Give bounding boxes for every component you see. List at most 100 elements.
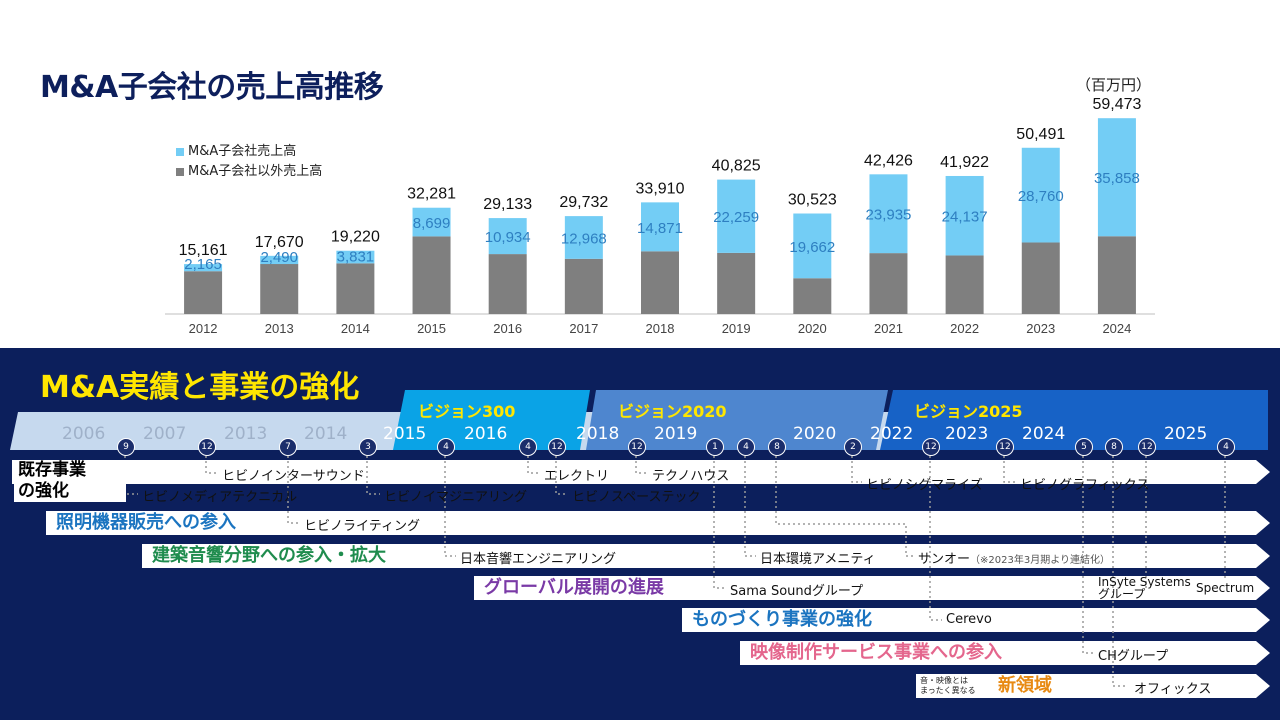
x-tick-label: 2020 [798, 321, 827, 336]
company-imagineering: ヒビノイマジニアリング [384, 490, 528, 505]
category-new: 新領域 [998, 675, 1052, 696]
year-2022: 2022 [870, 424, 914, 444]
segment-label: 23,935 [866, 207, 912, 224]
bar-other-2019 [717, 252, 756, 314]
month-circle: 12 [628, 438, 646, 456]
company-graphics: ヒビノグラフィックス [1020, 478, 1150, 493]
x-tick-label: 2023 [1026, 321, 1055, 336]
company-insyte: InSyte Systems グループ [1098, 575, 1191, 601]
bar-ma-2019 [717, 179, 756, 253]
month-circle: 12 [198, 438, 216, 456]
total-label: 50,491 [1016, 126, 1065, 143]
year-2016: 2016 [464, 424, 508, 444]
bar-other-2013 [260, 264, 299, 314]
x-tick-label: 2016 [493, 321, 522, 336]
category-global: グローバル展開の進展 [478, 576, 670, 600]
bar-ma-2014 [336, 250, 375, 264]
segment-label: 35,858 [1094, 170, 1140, 187]
year-2015: 2015 [383, 424, 427, 444]
year-2006: 2006 [62, 424, 106, 444]
month-circle: 7 [279, 438, 297, 456]
bar-other-2020 [793, 278, 832, 314]
x-tick-label: 2021 [874, 321, 903, 336]
timeline-bands [10, 390, 1270, 698]
row-existing [12, 460, 1270, 484]
era-band-vision2025 [880, 390, 1268, 450]
bar-other-2022 [945, 255, 984, 314]
legend-label-other: M&A子会社以外売上高 [188, 164, 323, 179]
category-existing: 既存事業 の強化 [14, 460, 126, 502]
month-circle: 4 [437, 438, 455, 456]
year-2013: 2013 [224, 424, 268, 444]
bar-ma-2016 [488, 218, 527, 255]
total-label: 42,426 [864, 152, 913, 169]
x-tick-label: 2024 [1102, 321, 1131, 336]
month-circle: 12 [548, 438, 566, 456]
timeline-title: M&A実績と事業の強化 [40, 370, 360, 405]
bar-ma-2012 [184, 264, 223, 272]
segment-label: 8,699 [413, 215, 451, 232]
company-sama: Sama Soundグループ [730, 584, 864, 599]
bar-ma-2024 [1097, 118, 1136, 237]
bar-other-2012 [184, 271, 223, 314]
month-circle: 4 [519, 438, 537, 456]
total-label: 30,523 [788, 192, 837, 209]
company-electori: エレクトリ [544, 469, 610, 484]
month-circle: 5 [1075, 438, 1093, 456]
category-architecture: 建築音響分野への参入・拡大 [146, 544, 392, 568]
total-label: 17,670 [255, 234, 304, 251]
timeline-panel: M&A実績と事業の強化 ビジョン300 ビジョン2020 ビジョン2025 20… [0, 348, 1280, 720]
connector-lines [124, 456, 1226, 687]
company-officx: オフィックス [1134, 682, 1212, 697]
company-kankyo: 日本環境アメニティ [760, 552, 876, 567]
company-lighting: ヒビノライティング [304, 519, 420, 534]
month-circle: 4 [1217, 438, 1235, 456]
unit-label: （百万円） [1076, 76, 1152, 94]
total-label: 29,133 [483, 196, 532, 213]
year-2024: 2024 [1022, 424, 1066, 444]
x-tick-label: 2022 [950, 321, 979, 336]
company-cerevo: Cerevo [946, 612, 992, 627]
x-tick-label: 2015 [417, 321, 446, 336]
month-circle: 3 [359, 438, 377, 456]
company-inter: ヒビノインターサウンド [222, 469, 365, 484]
month-circle: 8 [768, 438, 786, 456]
legend-swatch-ma [176, 147, 184, 156]
x-tick-label: 2017 [569, 321, 598, 336]
segment-label: 28,760 [1018, 188, 1064, 205]
company-techno: テクノハウス [652, 469, 730, 484]
bar-other-2024 [1097, 236, 1136, 314]
bar-ma-2020 [793, 213, 832, 279]
total-label: 32,281 [407, 186, 456, 203]
company-sanoh: サンオー（※2023年3月期より連結化） [918, 548, 1110, 567]
category-lighting: 照明機器販売への参入 [50, 511, 242, 535]
month-circle: 12 [922, 438, 940, 456]
year-2023: 2023 [945, 424, 989, 444]
legend-label-ma: M&A子会社売上高 [188, 144, 297, 159]
total-label: 33,910 [636, 180, 685, 197]
company-ch: CHグループ [1098, 649, 1169, 664]
row-architecture [142, 544, 1270, 568]
segment-label: 12,968 [561, 230, 607, 247]
era-band-vision2020 [586, 390, 888, 450]
month-circle: 12 [1138, 438, 1156, 456]
company-sigma: ヒビノシグマライズ [866, 478, 983, 493]
company-spectrum: Spectrum [1196, 581, 1255, 595]
bar-ma-2015 [412, 207, 451, 237]
total-label: 15,161 [179, 242, 228, 259]
era-vision300: ビジョン300 [418, 402, 516, 421]
bar-other-2023 [1021, 242, 1060, 314]
bar-ma-2017 [564, 216, 603, 259]
x-tick-label: 2012 [189, 321, 218, 336]
segment-label: 10,934 [485, 229, 531, 246]
legend-swatch-other [176, 167, 184, 176]
x-tick-label: 2019 [722, 321, 751, 336]
total-label: 40,825 [712, 158, 761, 175]
year-2018: 2018 [576, 424, 620, 444]
category-manufacturing: ものづくり事業の強化 [686, 608, 878, 632]
company-sanoh-name: サンオー [918, 552, 971, 567]
segment-label: 19,662 [789, 239, 835, 256]
year-2025: 2025 [1164, 424, 1208, 444]
bar-other-2018 [641, 251, 679, 314]
